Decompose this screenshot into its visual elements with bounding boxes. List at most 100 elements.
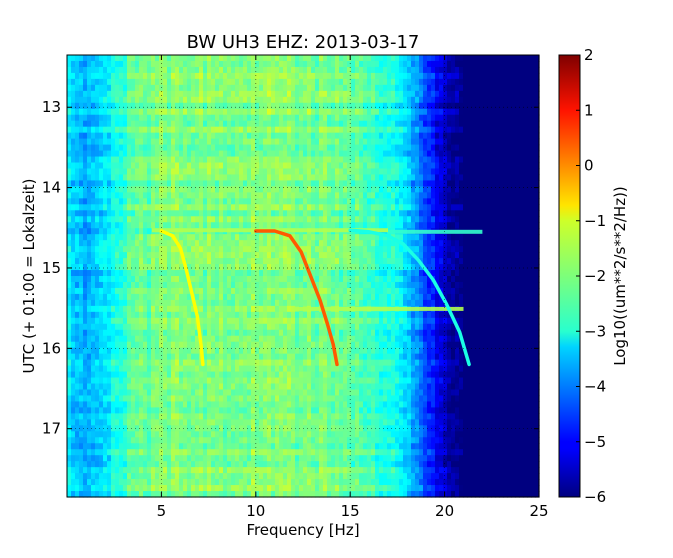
heatmap-cell (287, 383, 292, 391)
heatmap-cell (283, 174, 288, 182)
chart-title: BW UH3 EHZ: 2013-03-17 (187, 32, 420, 53)
heatmap-cell (219, 150, 224, 158)
heatmap-cell (275, 341, 280, 349)
heatmap-cell (311, 467, 316, 474)
heatmap-cell (183, 204, 188, 211)
heatmap-cell (195, 96, 200, 104)
heatmap-cell (147, 437, 152, 444)
heatmap-cell (91, 299, 96, 307)
heatmap-cell (87, 102, 92, 110)
heatmap-cell (175, 383, 180, 391)
heatmap-cell (187, 210, 192, 217)
heatmap-cell (279, 389, 284, 397)
heatmap-cell (243, 347, 248, 355)
heatmap-cell (155, 126, 160, 134)
heatmap-cell (187, 443, 192, 450)
heatmap-cell (135, 365, 140, 373)
heatmap-cell (143, 305, 148, 313)
heatmap-cell (319, 473, 324, 480)
heatmap-cell (307, 162, 312, 170)
heatmap-cell (275, 377, 280, 385)
heatmap-cell (279, 419, 284, 426)
heatmap-cell (243, 96, 248, 104)
heatmap-cell (91, 431, 96, 438)
heatmap-cell (271, 443, 276, 450)
heatmap-cell (131, 132, 136, 140)
heatmap-cell (323, 335, 328, 343)
heatmap-cell (175, 335, 180, 343)
heatmap-cell (219, 252, 224, 259)
heatmap-cell (123, 347, 128, 355)
heatmap-cell (75, 287, 80, 295)
heatmap-cell (291, 60, 296, 68)
heatmap-cell (123, 479, 128, 486)
heatmap-cell (323, 138, 328, 146)
heatmap-cell (255, 276, 260, 283)
heatmap-cell (287, 126, 292, 134)
heatmap-cell (159, 186, 164, 193)
heatmap-cell (135, 168, 140, 176)
heatmap-cell (179, 96, 184, 104)
heatmap-cell (147, 210, 152, 217)
heatmap-cell (83, 204, 88, 211)
heatmap-cell (155, 425, 160, 432)
heatmap-cell (279, 473, 284, 480)
heatmap-cell (311, 150, 316, 158)
heatmap-cell (319, 60, 324, 68)
heatmap-cell (323, 162, 328, 170)
heatmap-cell (219, 72, 224, 80)
heatmap-cell (271, 246, 276, 253)
heatmap-cell (211, 473, 216, 480)
heatmap-cell (163, 60, 168, 68)
heatmap-cell (255, 192, 260, 199)
heatmap-cell (271, 323, 276, 331)
heatmap-cell (251, 293, 256, 301)
heatmap-cell (183, 467, 188, 474)
heatmap-cell (67, 347, 72, 355)
heatmap-cell (131, 252, 136, 259)
heatmap-cell (139, 252, 144, 259)
heatmap-cell (259, 377, 264, 385)
heatmap-cell (207, 144, 212, 152)
heatmap-cell (123, 335, 128, 343)
heatmap-cell (219, 240, 224, 247)
heatmap-cell (95, 479, 100, 486)
heatmap-cell (183, 305, 188, 313)
heatmap-cell (319, 455, 324, 462)
heatmap-cell (127, 455, 132, 462)
heatmap-cell (159, 222, 164, 229)
heatmap-cell (123, 210, 128, 217)
heatmap-cell (231, 353, 236, 361)
heatmap-cell (271, 186, 276, 193)
heatmap-cell (267, 108, 272, 116)
heatmap-cell (307, 317, 312, 325)
heatmap-cell (71, 174, 76, 182)
heatmap-cell (139, 347, 144, 355)
heatmap-cell (271, 317, 276, 325)
heatmap-cell (115, 162, 120, 170)
heatmap-cell (263, 192, 268, 199)
heatmap-cell (207, 299, 212, 307)
heatmap-cell (299, 162, 304, 170)
heatmap-cell (111, 359, 116, 367)
heatmap-cell (295, 258, 300, 265)
heatmap-cell (323, 383, 328, 391)
heatmap-cell (323, 246, 328, 253)
heatmap-cell (335, 204, 340, 211)
heatmap-cell (319, 395, 324, 403)
heatmap-cell (295, 413, 300, 420)
heatmap-cell (275, 491, 280, 498)
heatmap-cell (171, 102, 176, 110)
heatmap-cell (271, 347, 276, 355)
heatmap-cell (91, 228, 96, 235)
heatmap-cell (311, 96, 316, 104)
heatmap-cell (323, 281, 328, 289)
heatmap-cell (115, 479, 120, 486)
heatmap-cell (131, 413, 136, 420)
heatmap-cell (207, 246, 212, 253)
heatmap-cell (267, 102, 272, 110)
heatmap-cell (83, 299, 88, 307)
heatmap-cell (331, 281, 336, 289)
heatmap-cell (295, 461, 300, 468)
heatmap-cell (223, 222, 228, 229)
